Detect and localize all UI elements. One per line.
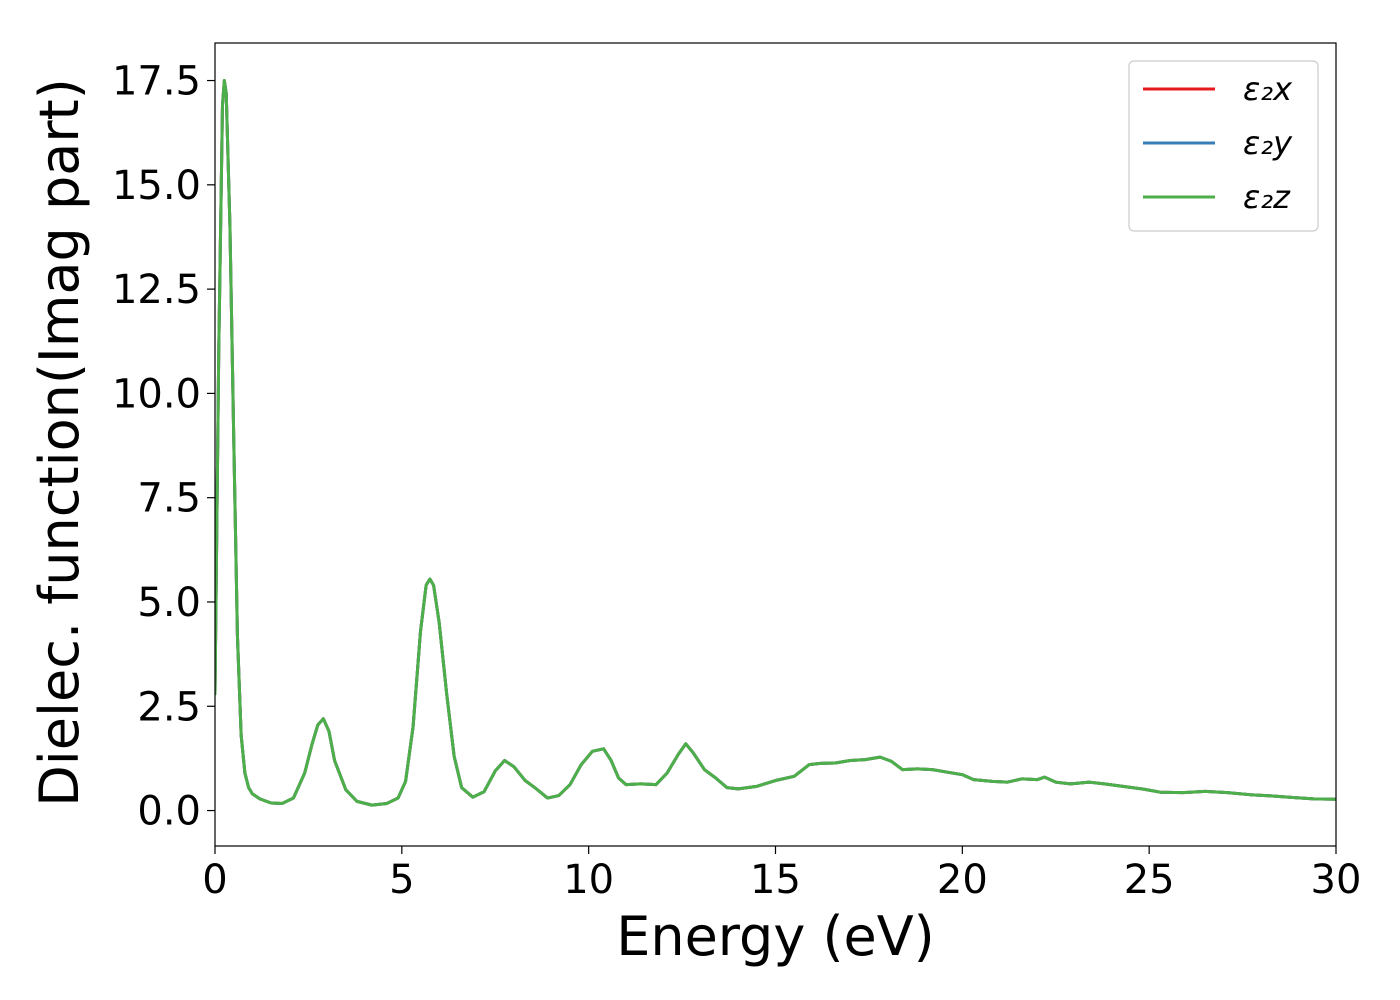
y-tick-label: 10.0 bbox=[112, 371, 201, 417]
y-axis-label: Dielec. function(Imag part) bbox=[28, 78, 91, 807]
y-axis-ticks: 0.0 2.5 5.0 7.5 10.0 12.5 15.0 17.5 bbox=[112, 59, 215, 835]
legend-label: ε₂z bbox=[1243, 178, 1291, 216]
x-axis-label: Energy (eV) bbox=[616, 905, 935, 968]
x-axis-ticks: 0 5 10 15 20 25 30 bbox=[202, 846, 1361, 903]
y-tick-label: 5.0 bbox=[137, 580, 201, 626]
series-line-3 bbox=[215, 79, 1336, 807]
legend-label: ε₂x bbox=[1243, 70, 1293, 108]
x-tick-label: 30 bbox=[1311, 857, 1362, 903]
x-tick-label: 25 bbox=[1124, 857, 1175, 903]
x-tick-label: 20 bbox=[937, 857, 988, 903]
y-tick-label: 0.0 bbox=[137, 789, 201, 835]
series-layer bbox=[215, 79, 1336, 807]
x-tick-label: 5 bbox=[389, 857, 414, 903]
y-tick-label: 2.5 bbox=[137, 684, 201, 730]
legend-label: ε₂y bbox=[1243, 124, 1293, 162]
y-tick-label: 12.5 bbox=[112, 267, 201, 313]
x-tick-label: 15 bbox=[750, 857, 801, 903]
x-tick-label: 0 bbox=[202, 857, 227, 903]
legend-box bbox=[1128, 60, 1319, 232]
y-tick-label: 17.5 bbox=[112, 59, 201, 105]
y-tick-label: 15.0 bbox=[112, 163, 201, 209]
y-tick-label: 7.5 bbox=[137, 476, 201, 522]
legend: ε₂x ε₂y ε₂z bbox=[1128, 60, 1319, 232]
x-tick-label: 10 bbox=[563, 857, 614, 903]
